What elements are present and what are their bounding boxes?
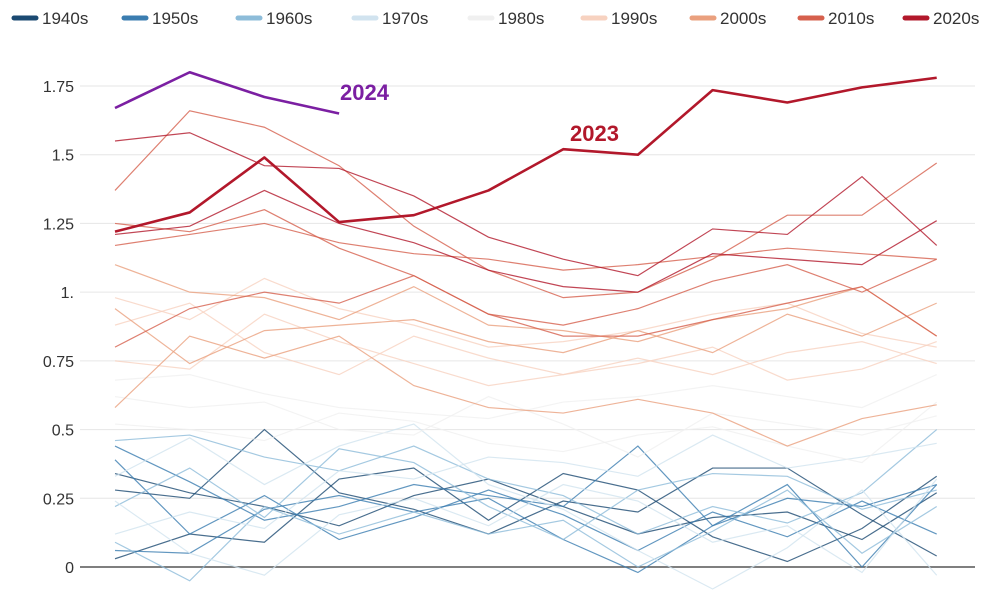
- series-line-1980s: [114, 373, 937, 420]
- legend-label-1940s: 1940s: [42, 9, 88, 28]
- series-line-1990s: [114, 313, 937, 387]
- series-line-1950s: [114, 445, 938, 568]
- series-line-1970s: [114, 423, 938, 590]
- series-line-2020s: [114, 132, 938, 277]
- series-line-1960s: [114, 489, 938, 582]
- annotation-2023: 2023: [570, 121, 619, 146]
- y-tick-label: 1.75: [43, 79, 74, 96]
- series-line-1990s: [114, 302, 937, 381]
- legend-label-1980s: 1980s: [498, 9, 544, 28]
- legend-label-1960s: 1960s: [266, 9, 312, 28]
- y-tick-label: 0.25: [43, 491, 74, 508]
- series-line-1980s: [114, 401, 938, 464]
- y-tick-label: 0: [65, 560, 74, 577]
- y-axis: 0 0.25 0.5 0.75 1. 1.25 1.5 1.75: [43, 79, 74, 577]
- annotation-2024: 2024: [340, 80, 390, 105]
- legend-label-1970s: 1970s: [382, 9, 428, 28]
- series-line-2010s: [114, 110, 938, 299]
- series-line-2000s: [114, 335, 937, 447]
- y-tick-label: 1.25: [43, 216, 74, 233]
- legend-label-2020s: 2020s: [933, 9, 979, 28]
- highlighted-lines: 2023 2024: [114, 70, 937, 233]
- series-line-2023: [114, 76, 937, 233]
- series-line-2010s: [114, 274, 938, 348]
- series-line-1990s: [114, 277, 937, 348]
- gridlines: [80, 85, 975, 568]
- legend-label-1950s: 1950s: [152, 9, 198, 28]
- y-tick-label: 0.5: [52, 423, 74, 440]
- y-tick-label: 0.75: [43, 354, 74, 371]
- series-line-2010s: [114, 222, 937, 271]
- y-tick-label: 1.5: [52, 148, 74, 165]
- series-line-2000s: [114, 264, 938, 343]
- series-line-1970s: [114, 434, 937, 535]
- series-line-2000s: [114, 302, 937, 365]
- legend: 1940s 1950s 1960s 1970s 1980s 1990s 2000s 2010s…: [11, 9, 979, 28]
- series-line-1950s: [114, 459, 937, 552]
- series-line-2010s: [114, 209, 937, 326]
- series-line-1970s: [114, 478, 938, 576]
- legend-label-1990s: 1990s: [611, 9, 657, 28]
- legend-label-2010s: 2010s: [828, 9, 874, 28]
- series-line-1940s: [114, 467, 938, 563]
- series-line-1940s: [114, 428, 937, 557]
- legend-label-2000s: 2000s: [720, 9, 766, 28]
- y-tick-label: 1.: [61, 285, 74, 302]
- series-line-1960s: [114, 448, 937, 541]
- series-line-1950s: [114, 483, 937, 574]
- series-line-1940s: [114, 472, 938, 541]
- series-line-2024: [114, 70, 340, 115]
- series-line-2020s: [114, 189, 938, 293]
- series-line-1960s: [114, 429, 938, 535]
- series-lines: [114, 110, 938, 590]
